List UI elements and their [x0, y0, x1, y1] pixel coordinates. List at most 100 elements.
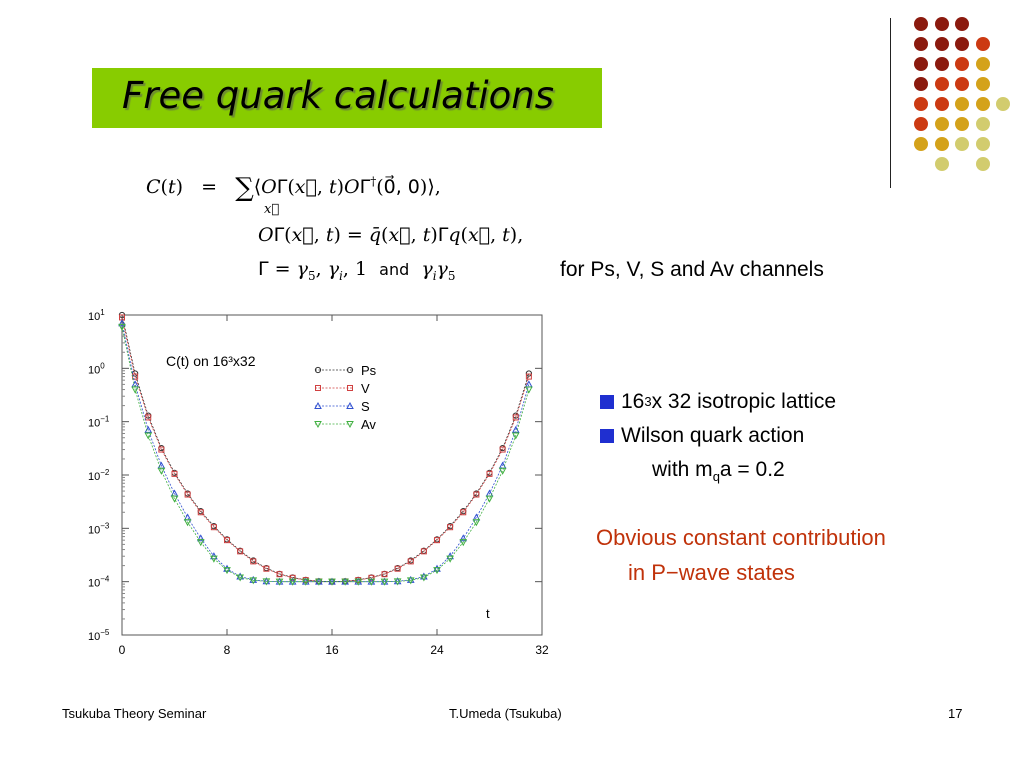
- decor-dot: [914, 117, 928, 131]
- x-tick-label: 16: [325, 643, 339, 657]
- plot-series: [118, 311, 533, 586]
- decor-dot: [975, 77, 990, 91]
- divider-line: [890, 18, 891, 188]
- data-point: [328, 578, 336, 586]
- channels-text: for Ps, V, S and Av channels: [560, 258, 824, 281]
- plot-xlabel: t: [486, 606, 490, 621]
- y-tick-label: 100: [88, 361, 105, 376]
- correlator-plot: 0 8 16 24 32 101 100 10−1 10−2 10−3 10−4 10−5 Ps VSA…: [88, 308, 549, 657]
- plot-ticks: 0 8 16 24 32 101 100 10−1 10−2 10−3 10−4 10−5: [88, 308, 549, 657]
- data-point: [473, 491, 480, 498]
- data-point: [433, 564, 441, 572]
- formula-line-3: Γ = γ5, γi, 1 and γiγ5: [258, 258, 456, 283]
- data-point: [157, 467, 166, 475]
- y-tick-label: 10−4: [88, 575, 110, 590]
- decor-dot: [975, 97, 990, 111]
- legend-label: V: [361, 381, 370, 396]
- decor-dot: [955, 17, 969, 31]
- data-point: [368, 574, 375, 581]
- data-point: [288, 578, 297, 586]
- footer-left: Tsukuba Theory Seminar: [62, 706, 207, 721]
- series-Av: [118, 323, 533, 586]
- decor-dot: [955, 117, 969, 131]
- data-point: [224, 537, 230, 544]
- decor-dot: [934, 17, 949, 31]
- data-point: [210, 555, 218, 563]
- data-point: [223, 567, 231, 575]
- decor-dot: [975, 157, 990, 171]
- slide-title: Free quark calculations: [122, 74, 554, 117]
- data-point: [196, 539, 205, 547]
- lattice-bullets: 16 3 x 32 isotropic lattice Wilson quark …: [600, 385, 836, 494]
- decor-dot: [955, 57, 969, 71]
- data-point: [380, 578, 389, 586]
- bullet-square-icon: [600, 429, 614, 443]
- data-point: [433, 567, 441, 575]
- data-point: [485, 495, 494, 503]
- bullet-mass-pre: with m: [652, 458, 713, 481]
- data-point: [236, 574, 244, 582]
- data-point: [354, 578, 363, 586]
- footer-center: T.Umeda (Tsukuba): [449, 706, 562, 721]
- decor-dot: [996, 97, 1010, 111]
- data-point: [420, 572, 428, 580]
- data-point: [289, 574, 296, 581]
- plot-title: C(t) on 16³x32: [166, 353, 256, 369]
- data-point: [196, 534, 205, 542]
- data-point: [145, 414, 152, 421]
- data-point: [275, 578, 284, 586]
- data-point: [171, 470, 178, 477]
- data-point: [511, 432, 520, 440]
- data-point: [210, 524, 217, 531]
- data-point: [420, 574, 428, 582]
- bullet-mass-sub: q: [712, 469, 720, 485]
- bullet-lattice: 16 3 x 32 isotropic lattice: [600, 385, 836, 419]
- data-point: [263, 565, 270, 572]
- formula-and: and: [379, 260, 410, 279]
- decor-dot: [934, 77, 949, 91]
- decor-dot: [914, 97, 928, 111]
- data-point: [183, 519, 192, 527]
- data-point: [393, 578, 402, 586]
- data-point: [158, 446, 165, 453]
- correlator-formula: C(t) = ∑⟨OΓ(x⃗, t)OΓ†(0⃗, 0)⟩, x⃗ OΓ(x⃗,…: [146, 160, 566, 290]
- data-point: [276, 571, 283, 578]
- data-point: [301, 578, 310, 586]
- data-point: [460, 509, 467, 516]
- decor-dot: [975, 137, 990, 151]
- x-tick-label: 32: [535, 643, 549, 657]
- data-point: [446, 555, 454, 563]
- data-point: [381, 571, 388, 578]
- legend-marker: [314, 401, 322, 409]
- legend-marker: [347, 385, 353, 391]
- data-point: [459, 539, 468, 547]
- note-line-2: in P−wave states: [628, 560, 795, 585]
- data-point: [170, 495, 179, 503]
- data-point: [498, 467, 507, 475]
- x-tick-label: 8: [224, 643, 231, 657]
- data-point: [407, 558, 414, 565]
- bullet-action: Wilson quark action: [600, 419, 836, 453]
- formula-line-2: OΓ(x⃗, t) = q̄(x⃗, t)Γq(x⃗, t),: [258, 224, 524, 246]
- y-tick-label: 10−2: [88, 468, 110, 483]
- data-point: [250, 558, 257, 565]
- bullet-square-icon: [600, 395, 614, 409]
- legend-marker: [346, 366, 354, 374]
- data-point: [459, 534, 468, 542]
- formula-line-1: C(t) = ∑⟨OΓ(x⃗, t)OΓ†(0⃗, 0)⟩,: [146, 173, 441, 203]
- legend-marker: [346, 421, 354, 429]
- data-point: [131, 386, 139, 394]
- legend-label: Ps: [361, 363, 377, 378]
- data-point: [472, 519, 481, 527]
- legend-label: S: [361, 399, 370, 414]
- x-tick-label: 24: [430, 643, 444, 657]
- title-banner: Free quark calculations: [92, 68, 602, 128]
- data-point: [184, 491, 191, 498]
- legend-marker: [346, 401, 354, 409]
- data-point: [315, 578, 323, 586]
- decor-dot: [934, 37, 949, 51]
- decor-dot: [914, 137, 928, 151]
- decor-dot: [955, 37, 969, 51]
- data-point: [394, 565, 401, 572]
- observation-note: Obvious constant contribution in P−wave …: [596, 520, 886, 590]
